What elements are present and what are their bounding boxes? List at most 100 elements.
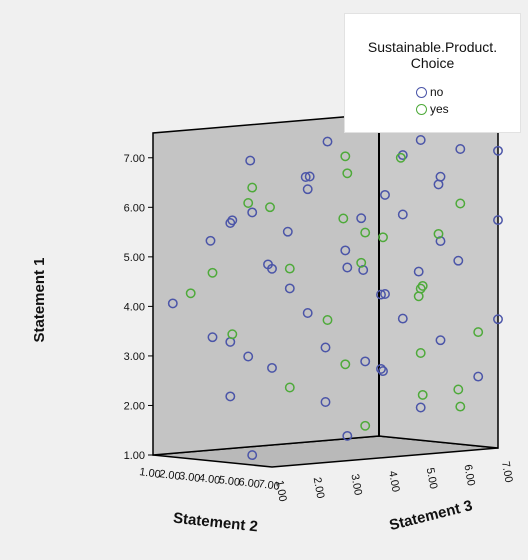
- point-no: [493, 215, 503, 226]
- y-axis-title: Statement 1: [31, 257, 48, 342]
- point-no: [342, 430, 353, 441]
- point-no: [435, 236, 446, 247]
- point-no: [380, 189, 390, 200]
- point-no: [397, 150, 408, 161]
- point-no: [376, 289, 386, 300]
- x-tick-label: 2.00: [158, 468, 181, 483]
- point-yes: [322, 315, 333, 325]
- point-yes: [455, 401, 466, 412]
- point-no: [433, 179, 444, 190]
- x-tick-label: 5.00: [218, 474, 241, 489]
- x-tick-label: 7.00: [258, 478, 281, 493]
- point-no: [322, 136, 333, 147]
- legend-label-yes: yes: [430, 102, 449, 116]
- legend-marker-yes-icon: [416, 104, 427, 116]
- point-no: [205, 235, 216, 246]
- legend-label-no: no: [430, 85, 444, 99]
- point-no: [243, 351, 254, 362]
- point-no: [415, 135, 426, 145]
- point-yes: [340, 151, 351, 162]
- point-yes: [340, 359, 351, 370]
- x-tick-label: 6.00: [238, 476, 261, 491]
- point-no: [284, 283, 295, 294]
- point-no: [225, 391, 236, 402]
- legend-marker-no-icon: [416, 87, 427, 99]
- point-yes: [284, 263, 295, 274]
- x-tick-label: 3.00: [178, 470, 201, 485]
- point-no: [302, 308, 313, 318]
- point-no: [493, 145, 503, 156]
- point-yes: [265, 202, 275, 213]
- point-no: [493, 314, 503, 325]
- point-no: [225, 218, 236, 228]
- point-yes: [433, 228, 444, 239]
- z-tick-label: 3.00: [348, 473, 364, 496]
- z-axis-title: Statement 3: [388, 497, 475, 534]
- legend-title-line-2: Choice: [410, 55, 455, 71]
- point-yes: [378, 232, 388, 243]
- point-yes: [284, 382, 295, 393]
- point-no: [453, 255, 464, 266]
- point-no: [282, 226, 293, 237]
- x-tick-label: 4.00: [198, 472, 221, 487]
- point-yes: [243, 198, 254, 208]
- point-yes: [342, 168, 353, 179]
- point-no: [358, 265, 369, 275]
- point-no: [247, 207, 258, 218]
- point-no: [376, 363, 386, 374]
- y-tick-label: 6.00: [124, 202, 145, 214]
- point-yes: [360, 227, 371, 238]
- left-wall: [152, 113, 380, 456]
- point-no: [263, 259, 273, 270]
- z-tick-label: 6.00: [461, 464, 477, 487]
- point-no: [267, 362, 277, 373]
- point-no: [415, 402, 426, 413]
- point-no: [356, 213, 367, 224]
- point-no: [378, 366, 388, 377]
- point-yes: [453, 384, 464, 395]
- point-no: [435, 335, 446, 346]
- y-tick-label: 5.00: [124, 252, 145, 264]
- point-no: [167, 298, 178, 309]
- point-no: [397, 209, 408, 220]
- point-yes: [417, 389, 428, 400]
- point-yes: [207, 267, 218, 278]
- point-yes: [247, 182, 258, 193]
- y-tick-label: 2.00: [124, 400, 145, 412]
- y-tick-label: 1.00: [124, 450, 145, 462]
- point-no: [397, 313, 408, 324]
- z-tick-label: 5.00: [424, 467, 440, 490]
- point-no: [304, 171, 315, 182]
- x-tick-label: 1.00: [139, 466, 162, 481]
- point-no: [342, 262, 353, 273]
- point-no: [473, 371, 484, 382]
- z-tick-label: 4.00: [386, 470, 402, 493]
- y-tick-label: 7.00: [124, 153, 145, 165]
- point-no: [320, 342, 331, 353]
- point-no: [300, 172, 311, 182]
- point-yes: [185, 288, 196, 299]
- point-yes: [338, 213, 349, 224]
- legend: Sustainable.Product. Choice no yes: [344, 13, 521, 133]
- back-wall: [378, 113, 499, 449]
- point-yes: [455, 198, 466, 209]
- point-yes: [227, 329, 238, 340]
- z-tick-label: 1.00: [273, 479, 289, 502]
- point-yes: [473, 327, 484, 338]
- point-no: [413, 266, 424, 277]
- z-tick-label: 2.00: [311, 476, 327, 499]
- point-no: [320, 397, 331, 407]
- legend-entry-no: no: [416, 85, 443, 99]
- point-no: [227, 215, 238, 226]
- legend-title-line-1: Sustainable.Product.: [367, 39, 498, 55]
- y-tick-label: 4.00: [124, 301, 145, 313]
- point-yes: [413, 291, 424, 302]
- point-no: [245, 155, 256, 166]
- point-no: [207, 332, 218, 343]
- y-tick-label: 3.00: [124, 351, 145, 363]
- point-no: [455, 144, 466, 154]
- point-no: [380, 289, 390, 299]
- point-yes: [395, 152, 406, 163]
